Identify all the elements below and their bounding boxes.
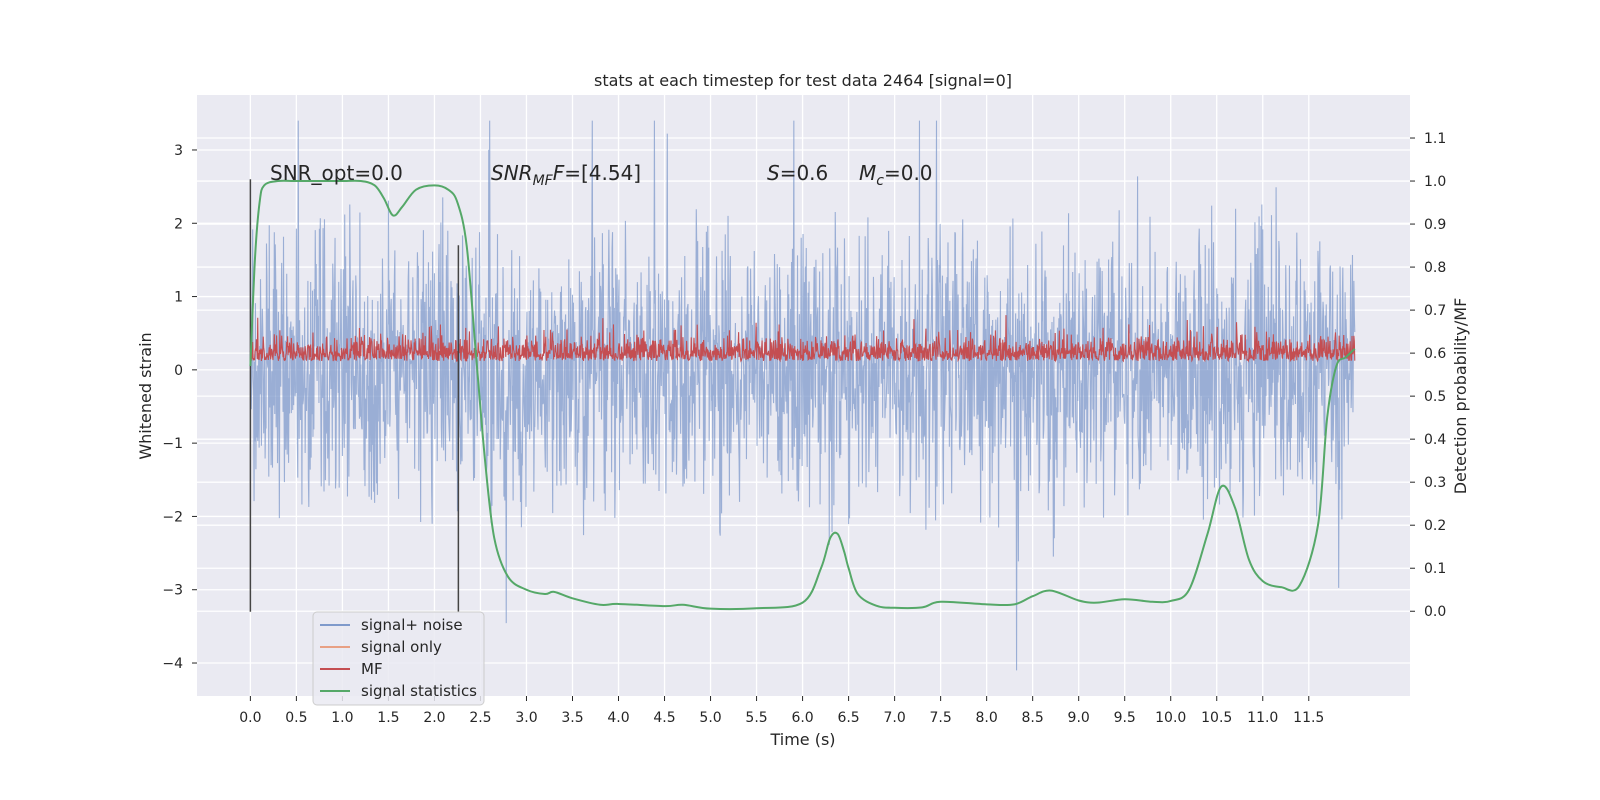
- y2-tick-label-6: 0.5: [1424, 389, 1446, 405]
- y-axis-title: Whitened strain: [136, 332, 155, 459]
- x-tick-label-19: 9.5: [1114, 710, 1136, 726]
- y2-tick-label-1: 1.0: [1424, 174, 1446, 190]
- y2-tick-label-3: 0.8: [1424, 260, 1446, 276]
- x-tick-label-6: 3.0: [515, 710, 537, 726]
- x-tick-label-2: 1.0: [331, 710, 353, 726]
- signal-statistics-line: [249, 179, 1356, 611]
- y-tick-label-0: 3: [174, 143, 183, 159]
- x-tick-label-12: 6.0: [791, 710, 813, 726]
- x-tick-label-16: 8.0: [976, 710, 998, 726]
- y2-axis-title: Detection probability/MF: [1451, 298, 1470, 495]
- y-tick-label-3: 0: [174, 363, 183, 379]
- x-tick-label-15: 7.5: [929, 710, 951, 726]
- legend-label-signal-noise: signal+ noise: [361, 616, 463, 634]
- y2-tick-label-4: 0.7: [1424, 303, 1446, 319]
- signal-noise-line: [249, 120, 1356, 671]
- y2-tick-label-0: 1.1: [1424, 131, 1446, 147]
- annotation-mc: Mc=0.0: [859, 161, 933, 189]
- x-tick-label-0: 0.0: [239, 710, 261, 726]
- y-tick-label-1: 2: [174, 216, 183, 232]
- y-tick-label-2: 1: [174, 290, 183, 306]
- vertical-markers: [249, 179, 460, 612]
- mf-line: [249, 315, 1356, 363]
- series-signal-noise: [249, 120, 1356, 671]
- y2-tick-label-2: 0.9: [1424, 217, 1446, 233]
- y-tick-label-6: −3: [162, 583, 183, 599]
- x-tick-label-10: 5.0: [699, 710, 721, 726]
- x-tick-label-18: 9.0: [1068, 710, 1090, 726]
- y-tick-label-5: −2: [162, 509, 183, 525]
- annotation-snr-opt: SNR_opt=0.0: [270, 161, 403, 185]
- x-tick-label-9: 4.5: [653, 710, 675, 726]
- x-tick-label-14: 7.0: [883, 710, 905, 726]
- x-tick-label-20: 10.0: [1155, 710, 1186, 726]
- x-tick-label-13: 6.5: [837, 710, 859, 726]
- y2-tick-label-10: 0.1: [1424, 561, 1446, 577]
- x-tick-label-5: 2.5: [469, 710, 491, 726]
- annotations: SNR_opt=0.0 SNRMFF=[4.54] S=0.6 Mc=0.0: [270, 161, 933, 189]
- y-tick-label-7: −4: [162, 656, 183, 672]
- x-tick-label-4: 2.0: [423, 710, 445, 726]
- x-tick-label-11: 5.5: [745, 710, 767, 726]
- legend-label-mf: MF: [361, 660, 383, 678]
- x-tick-label-1: 0.5: [285, 710, 307, 726]
- x-axis-ticks: 0.0 0.5 1.0 1.5 2.0 2.5 3.0 3.5 4.0 4.5 5.0 5.5 6.0 6…: [239, 696, 1324, 726]
- y-tick-label-4: −1: [162, 436, 183, 452]
- x-tick-label-22: 11.0: [1247, 710, 1278, 726]
- legend-box: [312, 611, 485, 706]
- x-tick-label-23: 11.5: [1293, 710, 1324, 726]
- annotation-snr-mf: SNRMFF=[4.54]: [491, 161, 641, 189]
- y2-tick-label-9: 0.2: [1424, 518, 1446, 534]
- series-mf: [249, 315, 1356, 363]
- x-tick-label-8: 4.0: [607, 710, 629, 726]
- x-axis-title: Time (s): [769, 730, 835, 749]
- y2-tick-label-8: 0.3: [1424, 475, 1446, 491]
- series-signal-statistics: [249, 179, 1356, 611]
- x-tick-label-21: 10.5: [1201, 710, 1232, 726]
- legend: signal+ noise signal only MF signal stat…: [312, 611, 485, 706]
- x-tick-label-17: 8.5: [1022, 710, 1044, 726]
- x-tick-label-3: 1.5: [377, 710, 399, 726]
- y2-tick-label-5: 0.6: [1424, 346, 1446, 362]
- chart-title: stats at each timestep for test data 246…: [594, 71, 1012, 90]
- y2-tick-label-11: 0.0: [1424, 604, 1446, 620]
- y2-tick-label-7: 0.4: [1424, 432, 1446, 448]
- annotation-s: S=0.6: [767, 161, 828, 185]
- x-tick-label-7: 3.5: [561, 710, 583, 726]
- y-axis-ticks: 3 2 1 0 −1 −2 −3 −4: [162, 143, 197, 672]
- legend-label-signal-statistics: signal statistics: [361, 682, 477, 700]
- legend-label-signal-only: signal only: [361, 638, 442, 656]
- y2-axis-ticks: 1.1 1.0 0.9 0.8 0.7 0.6 0.5 0.4 0.3 0.2 0.1 0.0: [1410, 131, 1446, 620]
